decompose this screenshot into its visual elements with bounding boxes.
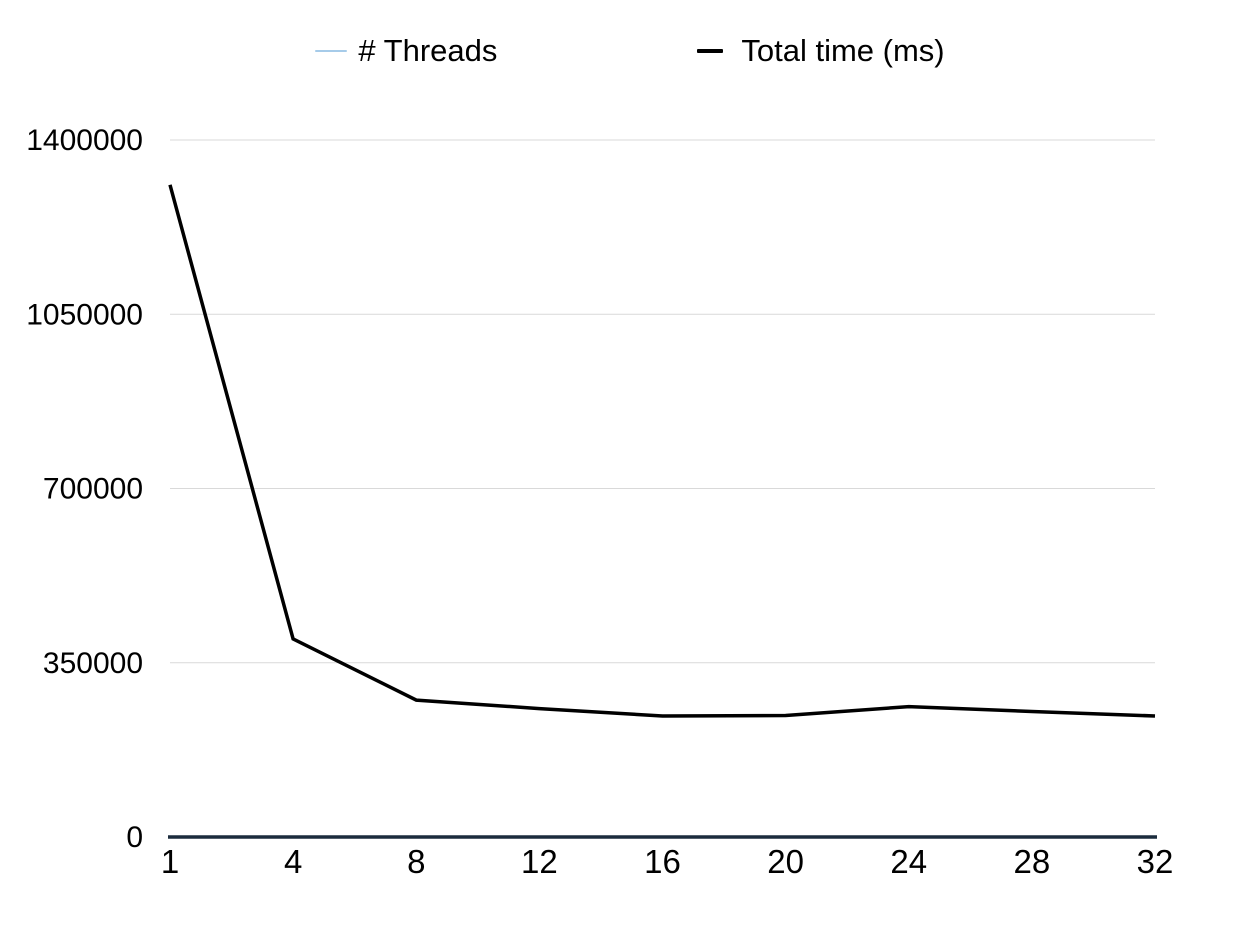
legend-label-total-time: Total time (ms) xyxy=(741,33,945,68)
y-tick-label: 1400000 xyxy=(26,124,143,157)
x-tick-label: 32 xyxy=(1137,843,1174,880)
x-tick-label: 16 xyxy=(644,843,681,880)
total-time-line-swatch-icon xyxy=(697,49,724,53)
series-lines xyxy=(168,184,1156,838)
threads-line-swatch-icon xyxy=(315,50,348,52)
x-tick-label: 20 xyxy=(767,843,804,880)
y-tick-label: 0 xyxy=(126,821,143,854)
legend-item-total-time: Total time (ms) xyxy=(697,33,945,69)
legend-label-threads: # Threads xyxy=(358,33,498,68)
series-line-total-time-ms- xyxy=(168,184,1156,718)
y-tick-label: 350000 xyxy=(43,647,143,680)
tick-labels: 0 350000 700000 1050000 1400000 1 4 8 12 16 20 24 28… xyxy=(26,124,1173,880)
y-tick-label: 700000 xyxy=(43,473,143,506)
chart-legend: # Threads Total time (ms) xyxy=(0,30,1260,72)
legend-item-threads: # Threads xyxy=(315,33,497,69)
x-tick-label: 1 xyxy=(161,843,179,880)
x-tick-label: 12 xyxy=(521,843,558,880)
x-tick-label: 24 xyxy=(890,843,927,880)
x-tick-label: 8 xyxy=(407,843,425,880)
x-tick-label: 28 xyxy=(1014,843,1051,880)
gridlines xyxy=(170,139,1155,664)
x-tick-label: 4 xyxy=(284,843,302,880)
y-tick-label: 1050000 xyxy=(26,298,143,331)
